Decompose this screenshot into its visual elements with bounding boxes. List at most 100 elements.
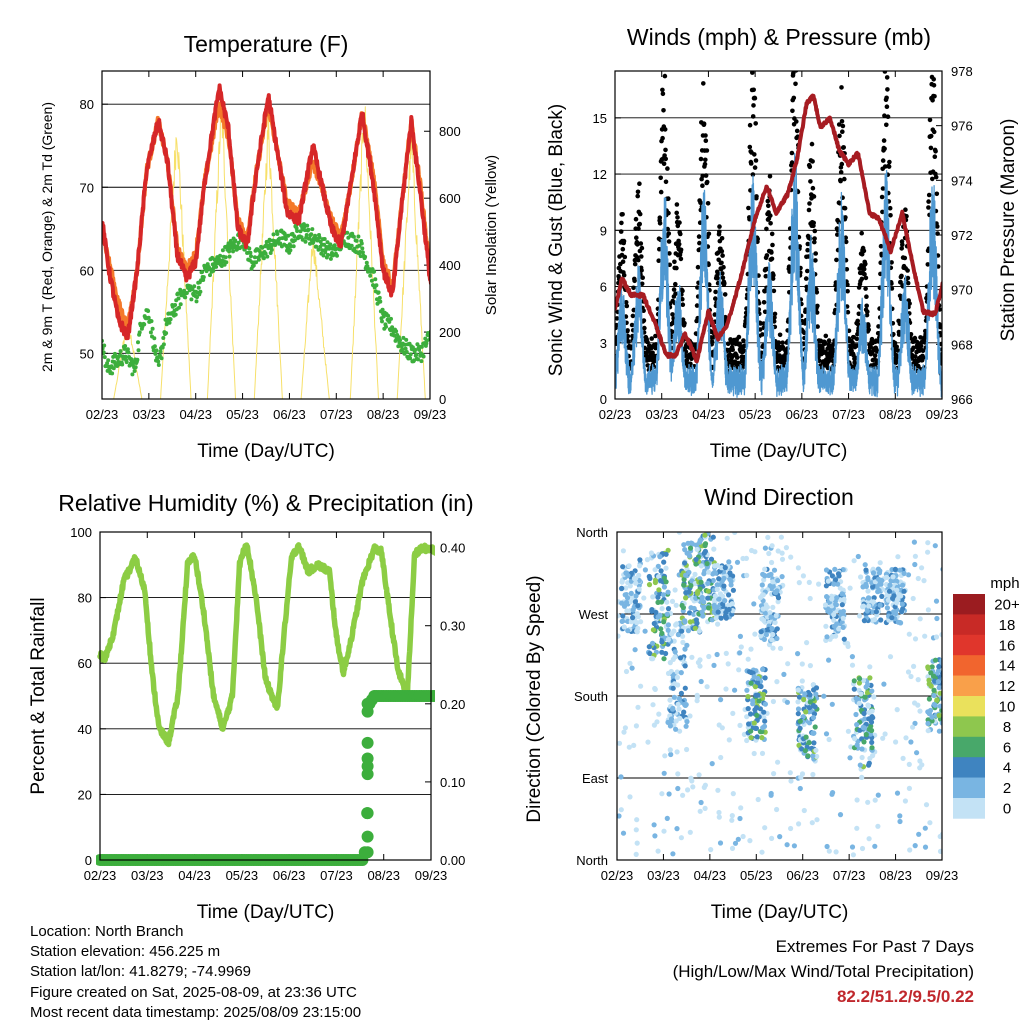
dewpoint-point <box>389 316 393 321</box>
dewpoint-point <box>464 313 468 317</box>
direction-point <box>813 747 819 753</box>
dewpoint-point <box>214 264 219 269</box>
direction-point <box>688 775 694 781</box>
x-tick-label: 05/23 <box>739 407 772 422</box>
y2-tick-label: 0.20 <box>440 697 465 712</box>
legend-label: 2 <box>1003 780 1011 797</box>
gust-point <box>954 217 959 222</box>
legend-label: 0 <box>1003 801 1011 818</box>
dewpoint-point <box>195 295 199 300</box>
gust-point <box>954 259 959 264</box>
direction-point <box>723 686 729 692</box>
direction-point <box>619 585 625 592</box>
x-tick-label: 03/23 <box>133 407 166 422</box>
direction-point <box>805 753 811 759</box>
location-text: Location: North Branch <box>30 923 184 940</box>
y-axis-label: Percent & Total Rainfall <box>28 597 49 794</box>
dewpoint-point <box>360 250 365 255</box>
dewpoint-point <box>381 314 386 319</box>
direction-point <box>646 644 652 650</box>
direction-point <box>651 822 657 828</box>
direction-point <box>626 563 632 569</box>
gust-point <box>626 339 631 344</box>
dewpoint-point <box>472 288 476 292</box>
gust-point <box>960 298 965 303</box>
direction-point <box>683 595 689 601</box>
dewpoint-point <box>142 322 147 327</box>
direction-point <box>961 570 966 575</box>
direction-point <box>926 677 932 683</box>
dewpoint-point <box>463 318 467 322</box>
direction-point <box>806 579 812 586</box>
direction-point <box>869 739 875 746</box>
gust-point <box>662 73 668 79</box>
dewpoint-point <box>173 303 178 307</box>
dewpoint-point <box>118 349 123 354</box>
direction-point <box>862 562 868 568</box>
direction-point <box>684 746 690 753</box>
dewpoint-point <box>316 247 321 252</box>
direction-point <box>840 615 846 621</box>
direction-point <box>681 582 687 588</box>
dewpoint-point <box>151 348 156 353</box>
direction-point <box>791 843 798 849</box>
direction-point <box>646 573 652 580</box>
dewpoint-point <box>201 275 206 280</box>
direction-point <box>944 625 949 630</box>
dewpoint-point <box>130 372 135 377</box>
gust-point <box>872 353 878 358</box>
direction-point <box>762 718 768 724</box>
precip-point <box>361 830 374 843</box>
dewpoint-point <box>434 325 438 329</box>
direction-point <box>944 722 949 727</box>
direction-point <box>901 588 907 594</box>
direction-point <box>788 825 794 832</box>
gust-point <box>968 321 973 326</box>
gust-point <box>973 173 978 178</box>
gust-point <box>968 328 973 333</box>
direction-point <box>775 595 782 601</box>
gust-point <box>967 360 972 365</box>
direction-point <box>865 703 872 709</box>
dewpoint-point <box>106 358 111 363</box>
direction-point <box>925 728 931 734</box>
gust-point <box>855 318 860 324</box>
y-tick-label: 50 <box>80 346 94 361</box>
gust-point <box>705 201 711 206</box>
gust-point <box>982 328 987 333</box>
direction-point <box>985 668 990 673</box>
direction-point <box>620 613 626 619</box>
direction-point <box>959 572 964 577</box>
direction-point <box>752 631 758 637</box>
direction-point <box>775 577 781 584</box>
direction-point <box>759 735 765 741</box>
legend-swatch <box>953 594 985 615</box>
direction-point <box>929 714 935 720</box>
dewpoint-point <box>457 340 461 344</box>
direction-point <box>702 541 709 547</box>
direction-point <box>721 575 727 582</box>
direction-point <box>863 567 869 573</box>
dewpoint-point <box>332 243 337 248</box>
dewpoint-point <box>373 277 378 282</box>
legend-label: 18 <box>999 617 1016 634</box>
y-axis-label: 2m & 9m T (Red, Orange) & 2m Td (Green) <box>39 102 55 372</box>
dewpoint-point <box>148 330 153 335</box>
gust-point <box>884 95 889 101</box>
legend-title: mph <box>990 575 1019 592</box>
gust-point <box>645 339 650 345</box>
direction-point <box>773 589 779 596</box>
dewpoint-point <box>196 285 201 290</box>
direction-point <box>960 563 965 568</box>
direction-point <box>677 715 683 722</box>
dewpoint-point <box>161 342 166 347</box>
direction-point <box>637 557 643 563</box>
direction-point <box>970 551 975 556</box>
y-tick-label: North <box>576 853 608 868</box>
direction-point <box>814 817 820 823</box>
direction-point <box>866 595 872 601</box>
gust-point <box>656 258 661 264</box>
dewpoint-point <box>317 235 322 240</box>
gust-point <box>960 254 965 259</box>
gust-point <box>807 201 812 206</box>
